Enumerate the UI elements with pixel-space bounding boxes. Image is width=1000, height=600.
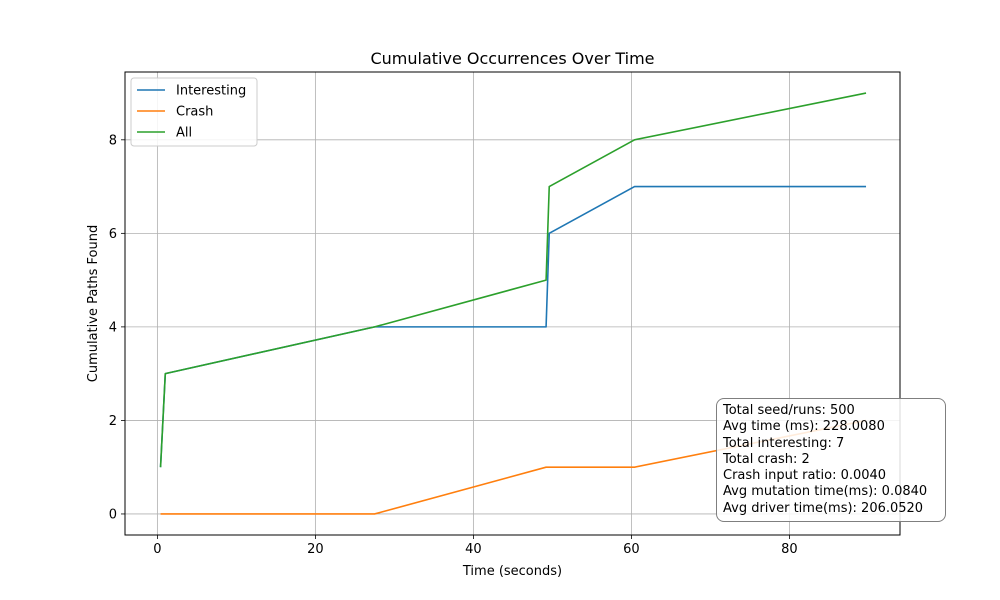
legend-label-crash: Crash	[176, 105, 213, 120]
legend: Interesting Crash All	[130, 77, 258, 147]
stat-total-interesting: Total interesting: 7	[723, 435, 845, 451]
stat-avg-time: Avg time (ms): 228.0080	[723, 419, 885, 435]
stat-crash-input-ratio: Crash input ratio: 0.0040	[723, 468, 887, 484]
stats-box: Total seed/runs: 500 Avg time (ms): 228.…	[716, 398, 946, 523]
x-axis-ticks: 0 20 40 60 80	[153, 535, 798, 557]
stat-avg-mutation-time: Avg mutation time(ms): 0.0840	[723, 484, 928, 500]
y-axis-label: Cumulative Paths Found	[86, 225, 101, 383]
y-tick-label: 0	[109, 507, 117, 522]
x-tick-label: 0	[153, 542, 161, 557]
legend-label-all: All	[176, 126, 192, 141]
y-axis-ticks: 0 2 4 6 8	[109, 133, 125, 522]
stat-total-crash: Total crash: 2	[723, 451, 810, 467]
series-lines	[159, 92, 867, 515]
x-tick-label: 60	[623, 542, 640, 557]
y-tick-label: 2	[109, 414, 117, 429]
y-tick-label: 4	[109, 320, 117, 335]
plot-frame	[124, 71, 901, 536]
y-tick-label: 8	[109, 133, 117, 148]
stat-total-seed-runs: Total seed/runs: 500	[723, 403, 855, 418]
legend-frame	[130, 77, 258, 147]
chart-title: Cumulative Occurrences Over Time	[370, 49, 654, 68]
series-line-all	[159, 92, 867, 468]
x-axis-label: Time (seconds)	[462, 564, 562, 579]
y-tick-label: 6	[109, 227, 117, 242]
legend-label-interesting: Interesting	[176, 84, 246, 99]
x-tick-label: 20	[307, 542, 324, 557]
series-line-crash	[160, 419, 867, 515]
x-tick-label: 40	[465, 542, 482, 557]
x-tick-label: 80	[781, 542, 798, 557]
stat-avg-driver-time: Avg driver time(ms): 206.0520	[723, 500, 924, 516]
